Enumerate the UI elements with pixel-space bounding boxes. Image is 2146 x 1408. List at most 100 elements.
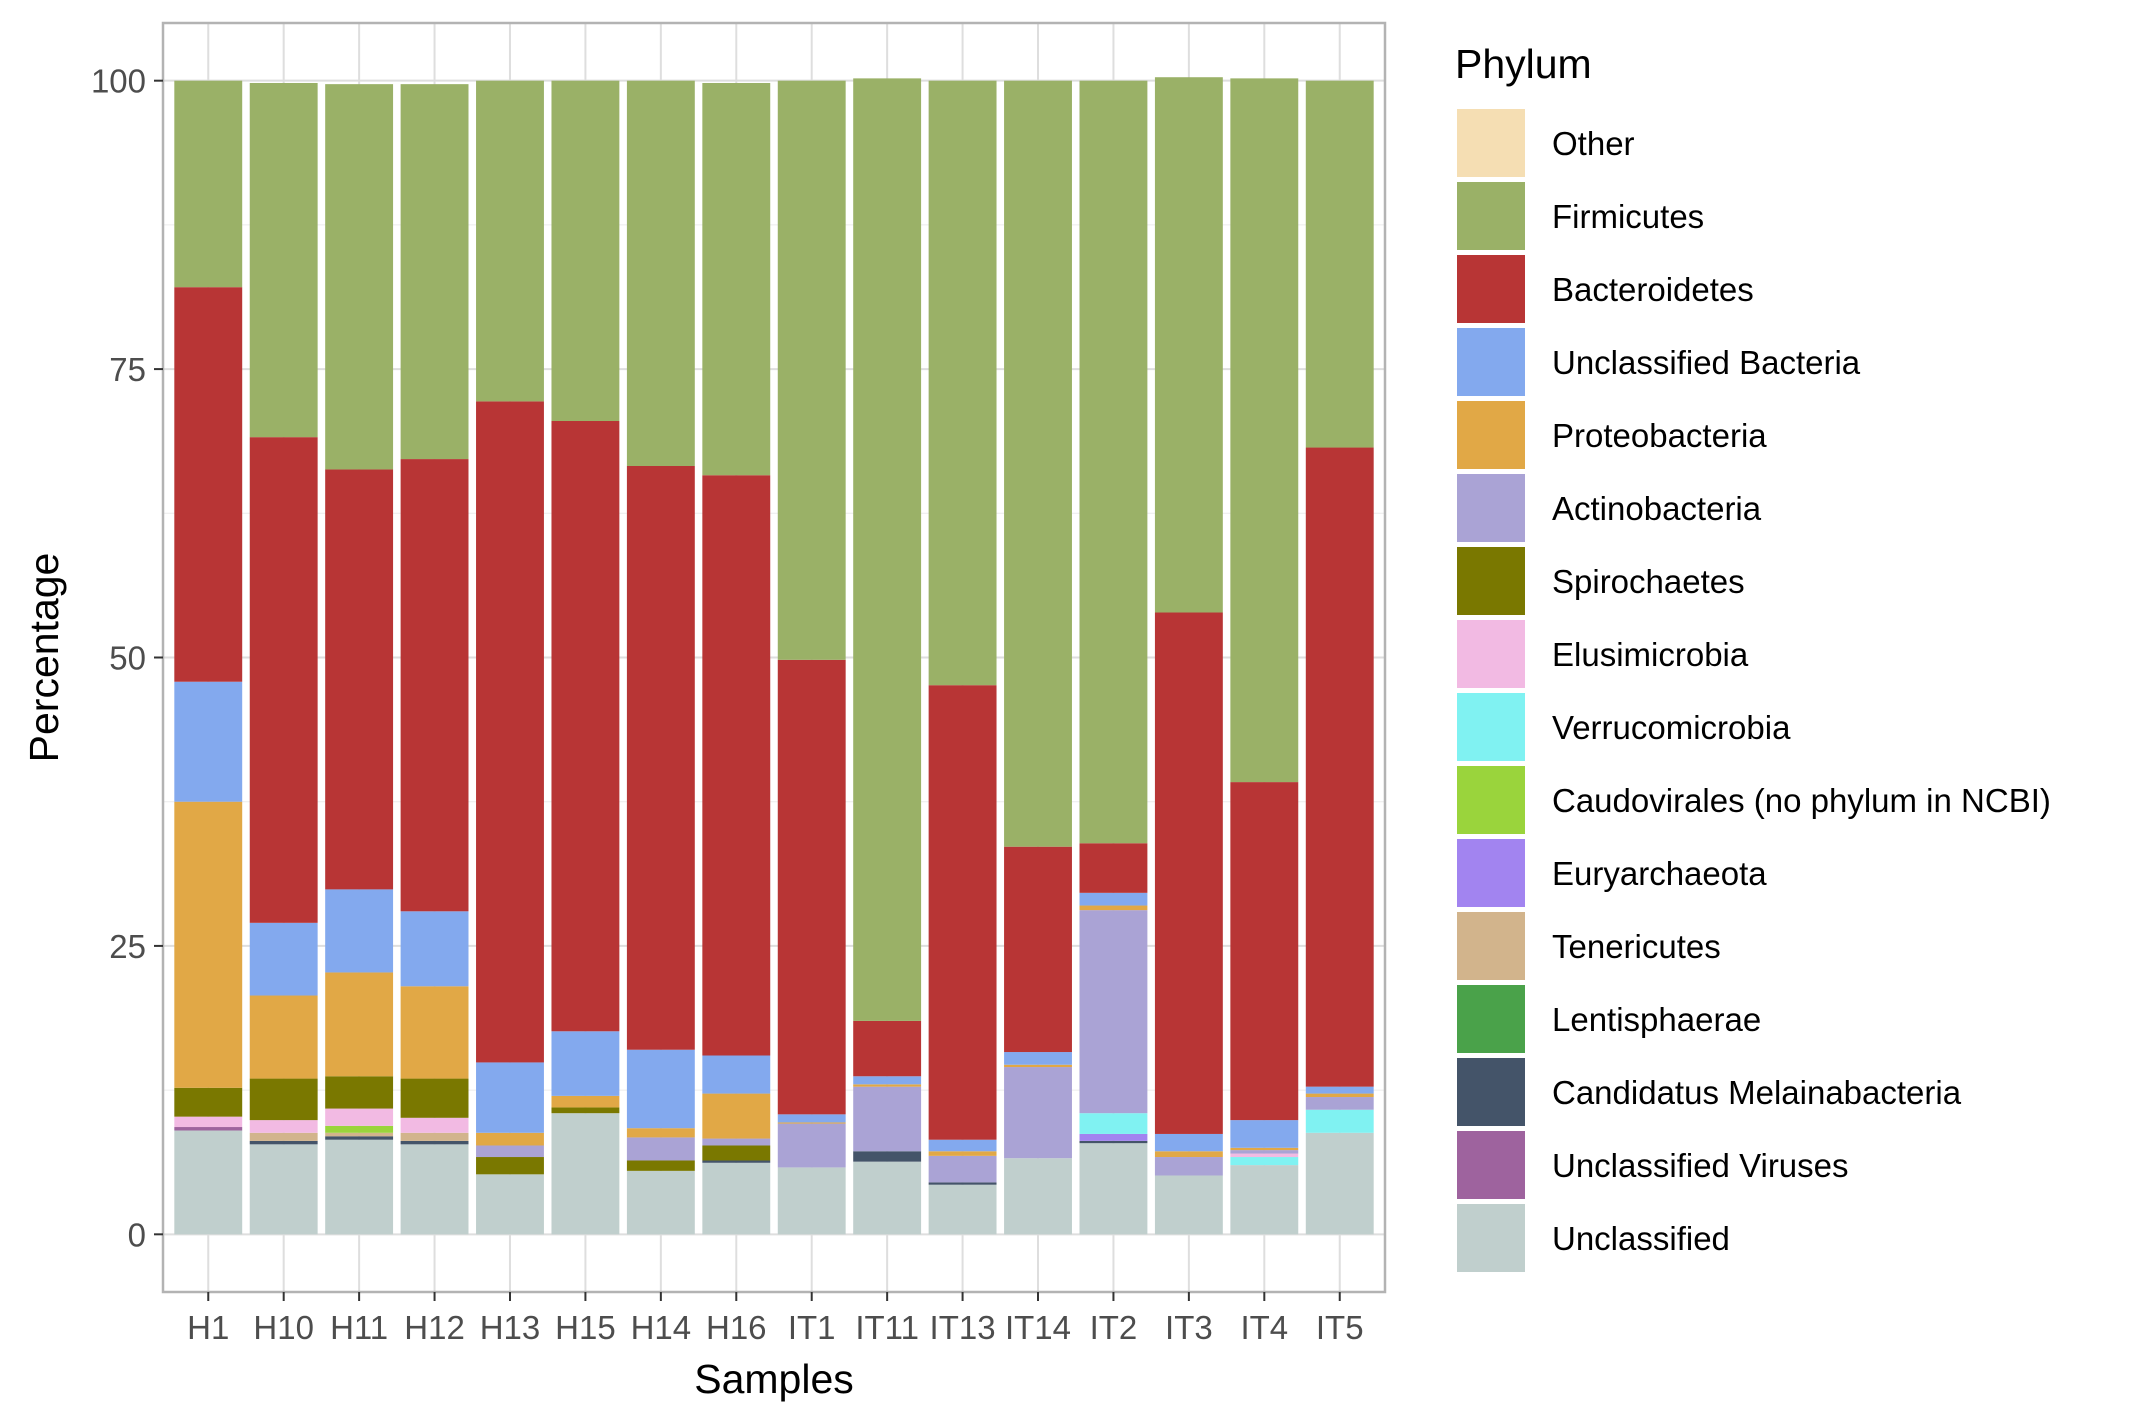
bar-segment (853, 1086, 922, 1152)
legend-label: Bacteroidetes (1552, 271, 1754, 308)
bar-segment (1004, 80, 1072, 847)
bar-segment (249, 437, 318, 923)
legend-label: Unclassified Bacteria (1552, 344, 1861, 381)
legend-title: Phylum (1455, 41, 1592, 87)
bars (174, 77, 1374, 1235)
bar-segment (777, 1122, 846, 1124)
legend-item: Proteobacteria (1457, 401, 1767, 469)
bar-segment (249, 1132, 318, 1141)
legend-swatch (1457, 109, 1525, 177)
bar-segment (928, 1184, 997, 1235)
x-tick-label: H14 (631, 1309, 692, 1346)
bar-segment (249, 995, 318, 1079)
legend-item: Verrucomicrobia (1457, 693, 1791, 761)
bar-segment (400, 1144, 469, 1235)
y-tick-label: 25 (109, 928, 146, 965)
bar-segment (400, 1117, 469, 1133)
bar-segment (1230, 78, 1299, 783)
bar-segment (400, 911, 469, 987)
legend-label: Euryarchaeota (1552, 855, 1767, 892)
x-tick-label: H16 (706, 1309, 767, 1346)
bar-segment (626, 465, 695, 1050)
legend-swatch (1457, 401, 1525, 469)
legend-item: Firmicutes (1457, 182, 1704, 250)
bar-segment (476, 1062, 544, 1133)
bar-segment (1154, 612, 1223, 1134)
legend-item: Lentisphaerae (1457, 985, 1761, 1053)
x-tick-label: IT1 (788, 1309, 836, 1346)
bar-segment (928, 1182, 997, 1185)
legend-item: Tenericutes (1457, 912, 1721, 980)
x-axis-title: Samples (694, 1356, 854, 1402)
legend-swatch (1457, 693, 1525, 761)
legend-item: Actinobacteria (1457, 474, 1762, 542)
bar-segment (1305, 1132, 1374, 1235)
legend-swatch (1457, 985, 1525, 1053)
legend-swatch (1457, 1058, 1525, 1126)
legend-label: Unclassified (1552, 1220, 1730, 1257)
bar-segment (400, 986, 469, 1079)
bar-segment (777, 1167, 846, 1235)
legend-label: Actinobacteria (1552, 490, 1762, 527)
bar-segment (1004, 1052, 1072, 1065)
x-tick-label: IT11 (855, 1309, 919, 1346)
x-tick-label: IT4 (1240, 1309, 1288, 1346)
legend-label: Candidatus Melainabacteria (1552, 1074, 1962, 1111)
legend-item: Caudovirales (no phylum in NCBI) (1457, 766, 2051, 834)
bar-segment (702, 1093, 771, 1139)
legend-swatch (1457, 328, 1525, 396)
x-tick-label: IT2 (1090, 1309, 1138, 1346)
legend-label: Unclassified Viruses (1552, 1147, 1849, 1184)
bar-segment (325, 1132, 394, 1137)
bar-segment (626, 1170, 695, 1235)
bar-segment (1154, 1151, 1223, 1158)
bar-segment (626, 1137, 695, 1161)
bar-segment (400, 1078, 469, 1118)
bar-segment (325, 1108, 394, 1126)
bar-segment (476, 1157, 544, 1175)
legend-label: Verrucomicrobia (1552, 709, 1791, 746)
bar-segment (1079, 1143, 1148, 1235)
bar-segment (476, 1145, 544, 1158)
bar-segment (702, 1160, 771, 1163)
bar-segment (325, 1076, 394, 1109)
x-tick-label: H12 (404, 1309, 465, 1346)
legend-item: Spirochaetes (1457, 547, 1745, 615)
bar-segment (1079, 892, 1148, 906)
bar-segment (174, 1087, 243, 1117)
bar-segment (777, 1123, 846, 1168)
bar-segment (928, 1151, 997, 1156)
bar-segment (1305, 80, 1374, 448)
x-tick-label: IT14 (1005, 1309, 1071, 1346)
bar-segment (325, 1125, 394, 1133)
x-tick-label: H13 (480, 1309, 541, 1346)
bar-segment (325, 84, 394, 470)
bar-segment (1230, 1147, 1299, 1151)
bar-segment (1154, 77, 1223, 613)
bar-segment (325, 1139, 394, 1235)
bar-segment (551, 1107, 620, 1114)
bar-segment (702, 1145, 771, 1161)
y-tick-label: 0 (128, 1216, 146, 1253)
bar-segment (551, 1113, 620, 1235)
bar-segment (174, 681, 243, 802)
bar-segment (476, 1132, 544, 1146)
legend-swatch (1457, 1204, 1525, 1272)
legend-swatch (1457, 766, 1525, 834)
bar-segment (174, 80, 243, 288)
bar-segment (1079, 905, 1148, 911)
bar-segment (551, 80, 620, 422)
bar-segment (1230, 1157, 1299, 1166)
x-tick-label: H15 (555, 1309, 616, 1346)
bar-segment (853, 1161, 922, 1235)
bar-segment (853, 1151, 922, 1162)
bar-segment (249, 1120, 318, 1133)
bar-segment (325, 889, 394, 973)
bar-segment (325, 469, 394, 890)
bar-segment (476, 1174, 544, 1235)
legend-label: Tenericutes (1552, 928, 1721, 965)
x-tick-label: IT3 (1165, 1309, 1213, 1346)
legend-item: Unclassified Bacteria (1457, 328, 1861, 396)
